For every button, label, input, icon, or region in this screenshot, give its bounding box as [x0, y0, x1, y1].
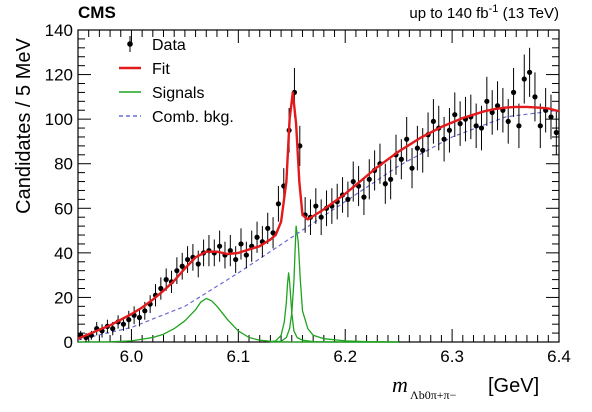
data-point [227, 248, 233, 254]
y-tick-label: 80 [54, 155, 73, 174]
data-point [516, 123, 522, 129]
y-axis-label: Candidates / 5 MeV [13, 38, 35, 214]
data-point [265, 225, 271, 231]
x-tick-label: 6.1 [227, 347, 251, 366]
legend-marker [127, 41, 133, 47]
fit-curve-1 [77, 91, 560, 340]
x-tick-label: 6.2 [333, 347, 357, 366]
data-point [420, 147, 426, 153]
y-tick-label: 140 [45, 21, 73, 40]
data-point [238, 241, 244, 247]
y-tick-label: 100 [45, 110, 73, 129]
lumi-label: up to 140 fb-1 (13 TeV) [409, 3, 559, 22]
data-point [388, 176, 394, 182]
data-point [217, 243, 223, 249]
data-point [254, 234, 260, 240]
x-axis-symbol: m [392, 372, 408, 397]
data-point [441, 136, 447, 142]
data-point [179, 263, 185, 269]
data-point [473, 123, 479, 129]
data-point [505, 118, 511, 124]
data-point [174, 268, 180, 274]
data-point [478, 125, 485, 131]
data-point [414, 145, 420, 151]
lumi-exponent: -1 [489, 3, 499, 15]
plot-area: 6.0 6.1 6.2 6.3 6.4 0 20 40 60 80 100 120 140 [45, 21, 571, 366]
data-point [142, 308, 148, 314]
data-point [184, 256, 191, 263]
data-point [126, 317, 132, 323]
data-point [350, 178, 356, 185]
data-point [510, 89, 517, 95]
lumi-prefix: up to 140 fb [409, 5, 488, 22]
data-point [484, 98, 490, 104]
lumi-suffix: (13 TeV) [498, 5, 559, 22]
legend-label: Signals [152, 85, 204, 102]
data-point [120, 321, 127, 327]
data-point [409, 165, 415, 171]
x-tick-label: 6.0 [120, 347, 144, 366]
x-axis-unit: [GeV] [488, 375, 539, 397]
y-tick-label: 40 [54, 244, 73, 263]
data-point [452, 112, 458, 118]
legend: Data Fit Signals Comb. bkg. [119, 36, 234, 126]
data-point [345, 196, 351, 202]
data-point [318, 214, 324, 220]
y-tick-label: 0 [64, 333, 73, 352]
data-point [382, 181, 388, 187]
data-point [233, 256, 239, 263]
data-point [527, 69, 533, 75]
data-points [78, 47, 559, 342]
data-point [110, 326, 116, 332]
data-point [361, 194, 367, 200]
legend-label: Comb. bkg. [152, 109, 234, 126]
x-tick-label: 6.3 [440, 347, 464, 366]
data-point [195, 261, 201, 267]
signals-curve-4 [270, 225, 399, 343]
data-point [275, 201, 282, 207]
data-point [537, 123, 543, 129]
data-point [489, 109, 495, 116]
data-point [313, 203, 319, 209]
data-point [366, 176, 372, 182]
x-axis-label: m Λb0π+π− [GeV] [392, 372, 539, 402]
data-point [158, 285, 164, 292]
data-point [494, 103, 501, 109]
legend-label: Data [152, 37, 186, 54]
data-point [446, 127, 453, 133]
x-tick-label: 6.4 [547, 347, 571, 366]
legend-label: Fit [152, 61, 170, 78]
comb-bkg-curve-5 [77, 109, 560, 341]
data-point [457, 121, 463, 127]
data-point [430, 118, 437, 124]
data-point [243, 252, 249, 258]
x-axis-subscript: Λb0π+π− [410, 388, 457, 402]
data-point [136, 314, 143, 321]
data-point [553, 129, 559, 136]
y-tick-label: 60 [54, 199, 73, 218]
data-point [270, 230, 276, 236]
data-point [404, 136, 410, 142]
data-point [163, 277, 169, 283]
data-point [548, 114, 554, 120]
data-point [521, 76, 527, 82]
data-point [532, 94, 538, 100]
signals-curve-2 [77, 297, 399, 343]
y-tick-label: 20 [54, 288, 73, 307]
y-tick-label: 120 [45, 66, 73, 85]
experiment-label: CMS [78, 3, 116, 22]
signals-curve-3 [270, 272, 399, 343]
data-point [398, 156, 404, 162]
